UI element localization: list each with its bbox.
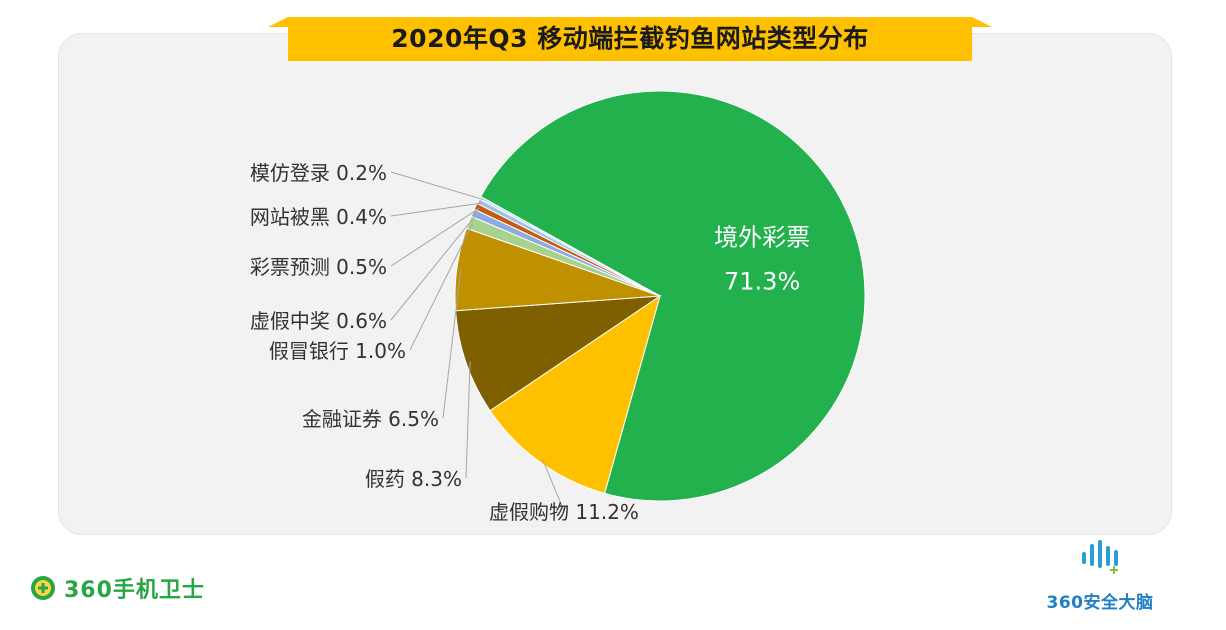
leader-line-6: [390, 207, 480, 267]
logo-left-text: 360手机卫士: [64, 578, 205, 603]
leader-line-2: [465, 361, 471, 479]
leader-line-5: [390, 214, 477, 321]
leader-line-7: [390, 202, 482, 217]
slice-label-3: 金融证券 6.5%: [302, 407, 439, 431]
slice-label-6: 彩票预测 0.5%: [250, 255, 387, 279]
logo-360-security-brain: 360安全大脑: [1020, 536, 1180, 616]
leader-line-8: [390, 171, 484, 201]
title-banner: 2020年Q3 移动端拦截钓鱼网站类型分布: [268, 17, 992, 61]
shield-plus-icon: [31, 576, 55, 600]
slice-label-5: 虚假中奖 0.6%: [250, 309, 387, 333]
logo-360-mobile-guard: 360手机卫士: [30, 568, 205, 608]
slice-label-0: 境外彩票: [714, 223, 810, 251]
pie-slice-1: [489, 294, 661, 494]
slice-value-0: 71.3%: [724, 267, 800, 295]
logo-right-text: 360安全大脑: [1046, 593, 1154, 613]
leader-line-1: [541, 458, 565, 512]
slice-label-2: 假药 8.3%: [365, 467, 462, 491]
leader-line-4: [409, 223, 473, 351]
pie-slice-0: [480, 90, 866, 502]
slice-label-1: 虚假购物 11.2%: [489, 500, 639, 524]
slice-label-8: 模仿登录 0.2%: [250, 161, 387, 185]
chart-title: 2020年Q3 移动端拦截钓鱼网站类型分布: [391, 24, 869, 53]
signal-bars-icon: [1082, 540, 1118, 574]
slice-label-4: 假冒银行 1.0%: [269, 339, 406, 363]
leader-line-3: [442, 269, 462, 419]
slice-label-7: 网站被黑 0.4%: [250, 205, 387, 229]
